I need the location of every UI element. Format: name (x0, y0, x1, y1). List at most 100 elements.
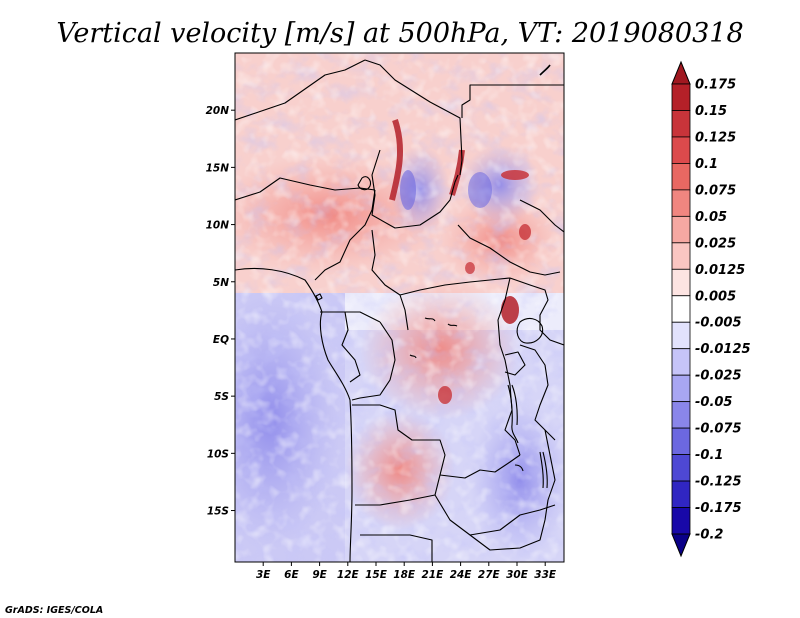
colorbar-segment (671, 189, 691, 217)
updraft-cluster-2 (501, 296, 519, 324)
updraft-band-1 (389, 119, 403, 201)
lake-victoria (516, 317, 544, 344)
colorbar-segment (671, 215, 691, 244)
colorbar-label: 0.025 (695, 236, 736, 251)
colorbar-segment (671, 83, 691, 111)
colorbar-label: -0.075 (695, 422, 742, 437)
colorbar-segment (671, 427, 691, 455)
colorbar-label: -0.025 (695, 369, 742, 384)
border-ethiopia (519, 199, 564, 233)
border-mozambique (544, 429, 556, 521)
map-plot-area (235, 53, 564, 562)
border-south-sudan (457, 224, 561, 276)
colorbar-segment (671, 163, 691, 191)
border-gabon-congo (341, 311, 361, 383)
colorbar-segment (671, 110, 691, 138)
colorbar: 0.175 0.15 0.125 0.1 0.075 0.05 0.025 0.0125 0.0… (671, 60, 751, 558)
boundaries (235, 59, 564, 562)
colorbar-label: 0.125 (695, 130, 736, 145)
border-niger-libya (235, 59, 366, 121)
y-tick-label: 10S (207, 448, 229, 460)
border-angola-zambia (355, 494, 436, 506)
colorbar-segment (671, 374, 691, 403)
credit-label: GrADS: IGES/COLA (5, 605, 103, 616)
border-drc-angola (352, 404, 446, 496)
updraft-cluster-1 (501, 170, 529, 180)
downdraft-cluster-2 (468, 172, 492, 208)
border-zambia (439, 454, 521, 479)
river-congo-2 (447, 323, 458, 327)
x-tick-label: 9E (312, 569, 327, 581)
updraft-cluster-4 (519, 224, 531, 240)
border-rwanda-burundi (504, 351, 526, 376)
y-tick-label: 5N (213, 277, 229, 289)
colorbar-label: 0.0125 (695, 263, 745, 278)
colorbar-label: 0.1 (695, 157, 718, 172)
island-bioko (315, 293, 323, 301)
colorbar-segment (671, 136, 691, 164)
x-tick-label: 24E (450, 569, 473, 581)
colorbar-segment (671, 507, 691, 535)
colorbar-label: -0.175 (695, 501, 742, 516)
lake-bangweulu (514, 464, 524, 472)
colorbar-label: 0.15 (695, 104, 727, 119)
coastline-west (235, 267, 353, 562)
river-congo-1 (424, 317, 436, 322)
y-tick-label: 15S (207, 506, 229, 518)
downdraft-cluster-1 (400, 170, 416, 210)
colorbar-label: 0.075 (695, 183, 736, 198)
x-tick-label: 3E (256, 569, 271, 581)
colorbar-segment (671, 295, 691, 323)
border-chad-east (371, 149, 459, 229)
colorbar-segment (671, 242, 691, 270)
x-tick-label: 18E (393, 569, 416, 581)
lake-upemba (409, 354, 417, 359)
colorbar-segment (671, 321, 691, 350)
border-uganda-kenya (509, 277, 564, 346)
y-axis: 20N 15N 10N 5N EQ 5S 10S 15S (206, 105, 235, 518)
y-tick-label: 20N (206, 105, 230, 117)
border-congo-drc (351, 321, 396, 401)
border-namibia-botswana (360, 534, 433, 562)
colorbar-label: -0.125 (695, 475, 742, 490)
colorbar-label: -0.005 (695, 316, 742, 331)
y-tick-label: 15N (206, 162, 230, 174)
border-chad-libya-sudan (364, 59, 463, 176)
colorbar-label: -0.1 (695, 448, 723, 463)
updraft-cluster-3 (438, 386, 452, 404)
lake-tanganyika (507, 384, 519, 444)
colorbar-segment (671, 401, 691, 429)
y-tick-label: 5S (214, 391, 229, 403)
map-frame (234, 52, 565, 563)
lake-chad (357, 176, 371, 191)
border-zimbabwe (469, 519, 546, 551)
x-tick-label: 27E (478, 569, 501, 581)
colorbar-label: 0.05 (695, 210, 727, 225)
colorbar-segment (671, 480, 691, 508)
border-egypt-sudan (461, 84, 564, 118)
border-car (371, 229, 511, 296)
colorbar-segment (671, 454, 691, 482)
border-car-south (399, 294, 409, 331)
x-tick-label: 15E (365, 569, 388, 581)
border-tanzania (519, 344, 556, 441)
colorbar-label: -0.2 (695, 528, 723, 543)
chart-title: Vertical velocity [m/s] at 500hPa, VT: 2… (56, 18, 743, 49)
x-tick-label: 30E (506, 569, 529, 581)
colorbar-label: 0.175 (695, 78, 736, 93)
colorbar-bottom-triangle (671, 533, 691, 558)
colorbar-label: -0.0125 (695, 342, 751, 357)
x-axis: 3E 6E 9E 12E 15E 18E 21E 24E 27E 30E 33E (256, 562, 557, 581)
border-cameroon-gabon (320, 311, 381, 323)
y-tick-label: 10N (206, 220, 230, 232)
colorbar-segment (671, 348, 691, 376)
border-zambia-south (434, 494, 556, 536)
x-tick-label: 21E (422, 569, 445, 581)
updraft-cluster-5 (465, 262, 475, 274)
colorbar-label: -0.05 (695, 395, 732, 410)
colorbar-top-triangle (671, 60, 691, 85)
colorbar-label: 0.005 (695, 289, 736, 304)
x-tick-label: 12E (337, 569, 360, 581)
x-tick-label: 6E (284, 569, 299, 581)
